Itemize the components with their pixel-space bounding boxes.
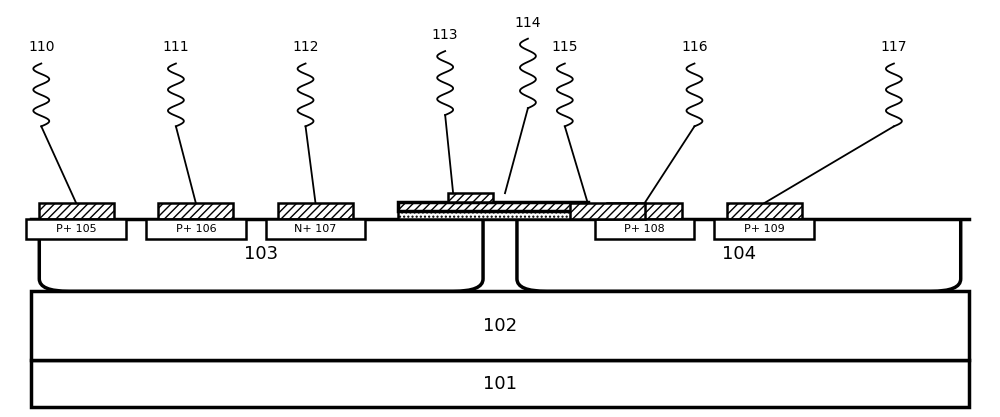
Bar [39, 203, 114, 219]
Text: P+ 109: P+ 109 [744, 224, 785, 234]
Bar [595, 219, 694, 239]
Bar [31, 360, 969, 407]
Bar [727, 203, 802, 219]
Text: 111: 111 [163, 40, 189, 54]
Text: 113: 113 [432, 28, 458, 42]
Bar [714, 219, 814, 239]
Bar [278, 203, 353, 219]
Text: 104: 104 [722, 245, 756, 263]
Text: 102: 102 [483, 317, 517, 335]
Bar [607, 203, 682, 219]
Text: 112: 112 [292, 40, 319, 54]
Text: P+ 105: P+ 105 [56, 224, 96, 234]
Bar [398, 211, 588, 219]
Bar [26, 219, 126, 239]
Text: 101: 101 [483, 375, 517, 393]
Text: 116: 116 [681, 40, 708, 54]
Text: 114: 114 [515, 15, 541, 30]
Bar [158, 203, 233, 219]
Text: 117: 117 [881, 40, 907, 54]
Text: P+ 106: P+ 106 [176, 224, 216, 234]
Bar [398, 202, 588, 211]
Text: P+ 108: P+ 108 [624, 224, 665, 234]
Text: 103: 103 [244, 245, 278, 263]
Text: 110: 110 [28, 40, 55, 54]
Bar [31, 291, 969, 360]
Text: 115: 115 [552, 40, 578, 54]
Bar [570, 203, 645, 219]
Bar [448, 193, 493, 202]
Text: N+ 107: N+ 107 [294, 224, 337, 234]
Bar [266, 219, 365, 239]
Bar [146, 219, 246, 239]
